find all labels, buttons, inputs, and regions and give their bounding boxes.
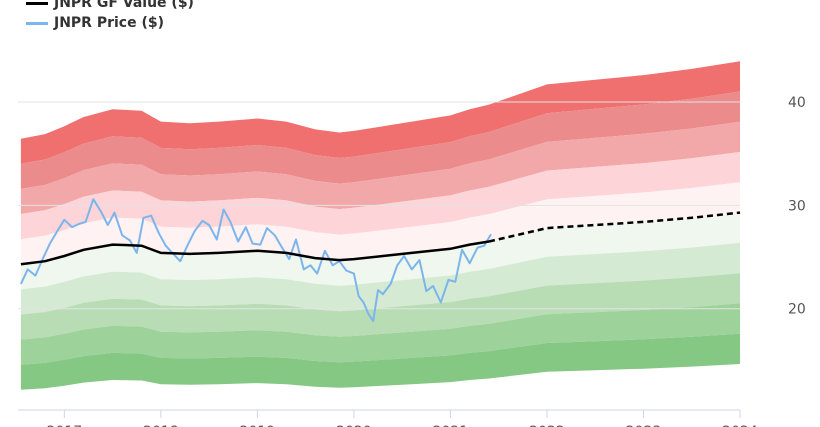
x-tick-label-2022: 2022	[529, 424, 565, 427]
valuation-band-2	[20, 91, 740, 189]
price-line	[19, 198, 492, 323]
x-tick-label-2019: 2019	[240, 424, 276, 427]
x-tick-label-2023: 2023	[626, 424, 662, 427]
valuation-band-9	[20, 303, 740, 365]
valuation-band-10	[20, 333, 740, 390]
gf-value-legend-label: JNPR GF Value ($)	[54, 0, 194, 11]
x-tick-label-2024: 2024	[722, 424, 758, 427]
chart-series	[19, 198, 741, 323]
x-tick-label-2021: 2021	[433, 424, 469, 427]
valuation-band-1	[20, 61, 740, 164]
y-axis-ticks: 20 30 40	[788, 95, 806, 318]
valuation-band-8	[20, 273, 740, 340]
grid-lines	[18, 101, 740, 310]
x-tick-label-2020: 2020	[336, 424, 372, 427]
valuation-band-7	[20, 242, 740, 315]
x-tick-label-2018: 2018	[143, 424, 179, 427]
y-tick-label-40: 40	[788, 95, 806, 111]
valuation-band-5	[20, 182, 740, 265]
valuation-band-3	[20, 121, 740, 214]
gf-value-projection-line	[488, 211, 741, 243]
valuation-bands	[20, 61, 740, 390]
y-tick-label-30: 30	[788, 198, 806, 214]
valuation-band-4	[20, 152, 740, 240]
legend-item-gf-value[interactable]: JNPR GF Value ($)	[26, 0, 194, 13]
valuation-band-6	[20, 212, 740, 290]
price-legend-label: JNPR Price ($)	[54, 15, 165, 31]
x-tick-label-2017: 2017	[47, 424, 83, 427]
chart-legend: JNPR GF Value ($) JNPR Price ($)	[26, 0, 194, 33]
x-axis: 2017 2018 2019 2020 2021 2022 2023 2024	[18, 409, 758, 427]
gf-value-legend-swatch	[26, 1, 48, 5]
legend-item-price[interactable]: JNPR Price ($)	[26, 13, 194, 33]
gf-value-line	[20, 240, 490, 266]
y-tick-label-20: 20	[788, 302, 806, 318]
price-legend-swatch	[26, 21, 48, 25]
